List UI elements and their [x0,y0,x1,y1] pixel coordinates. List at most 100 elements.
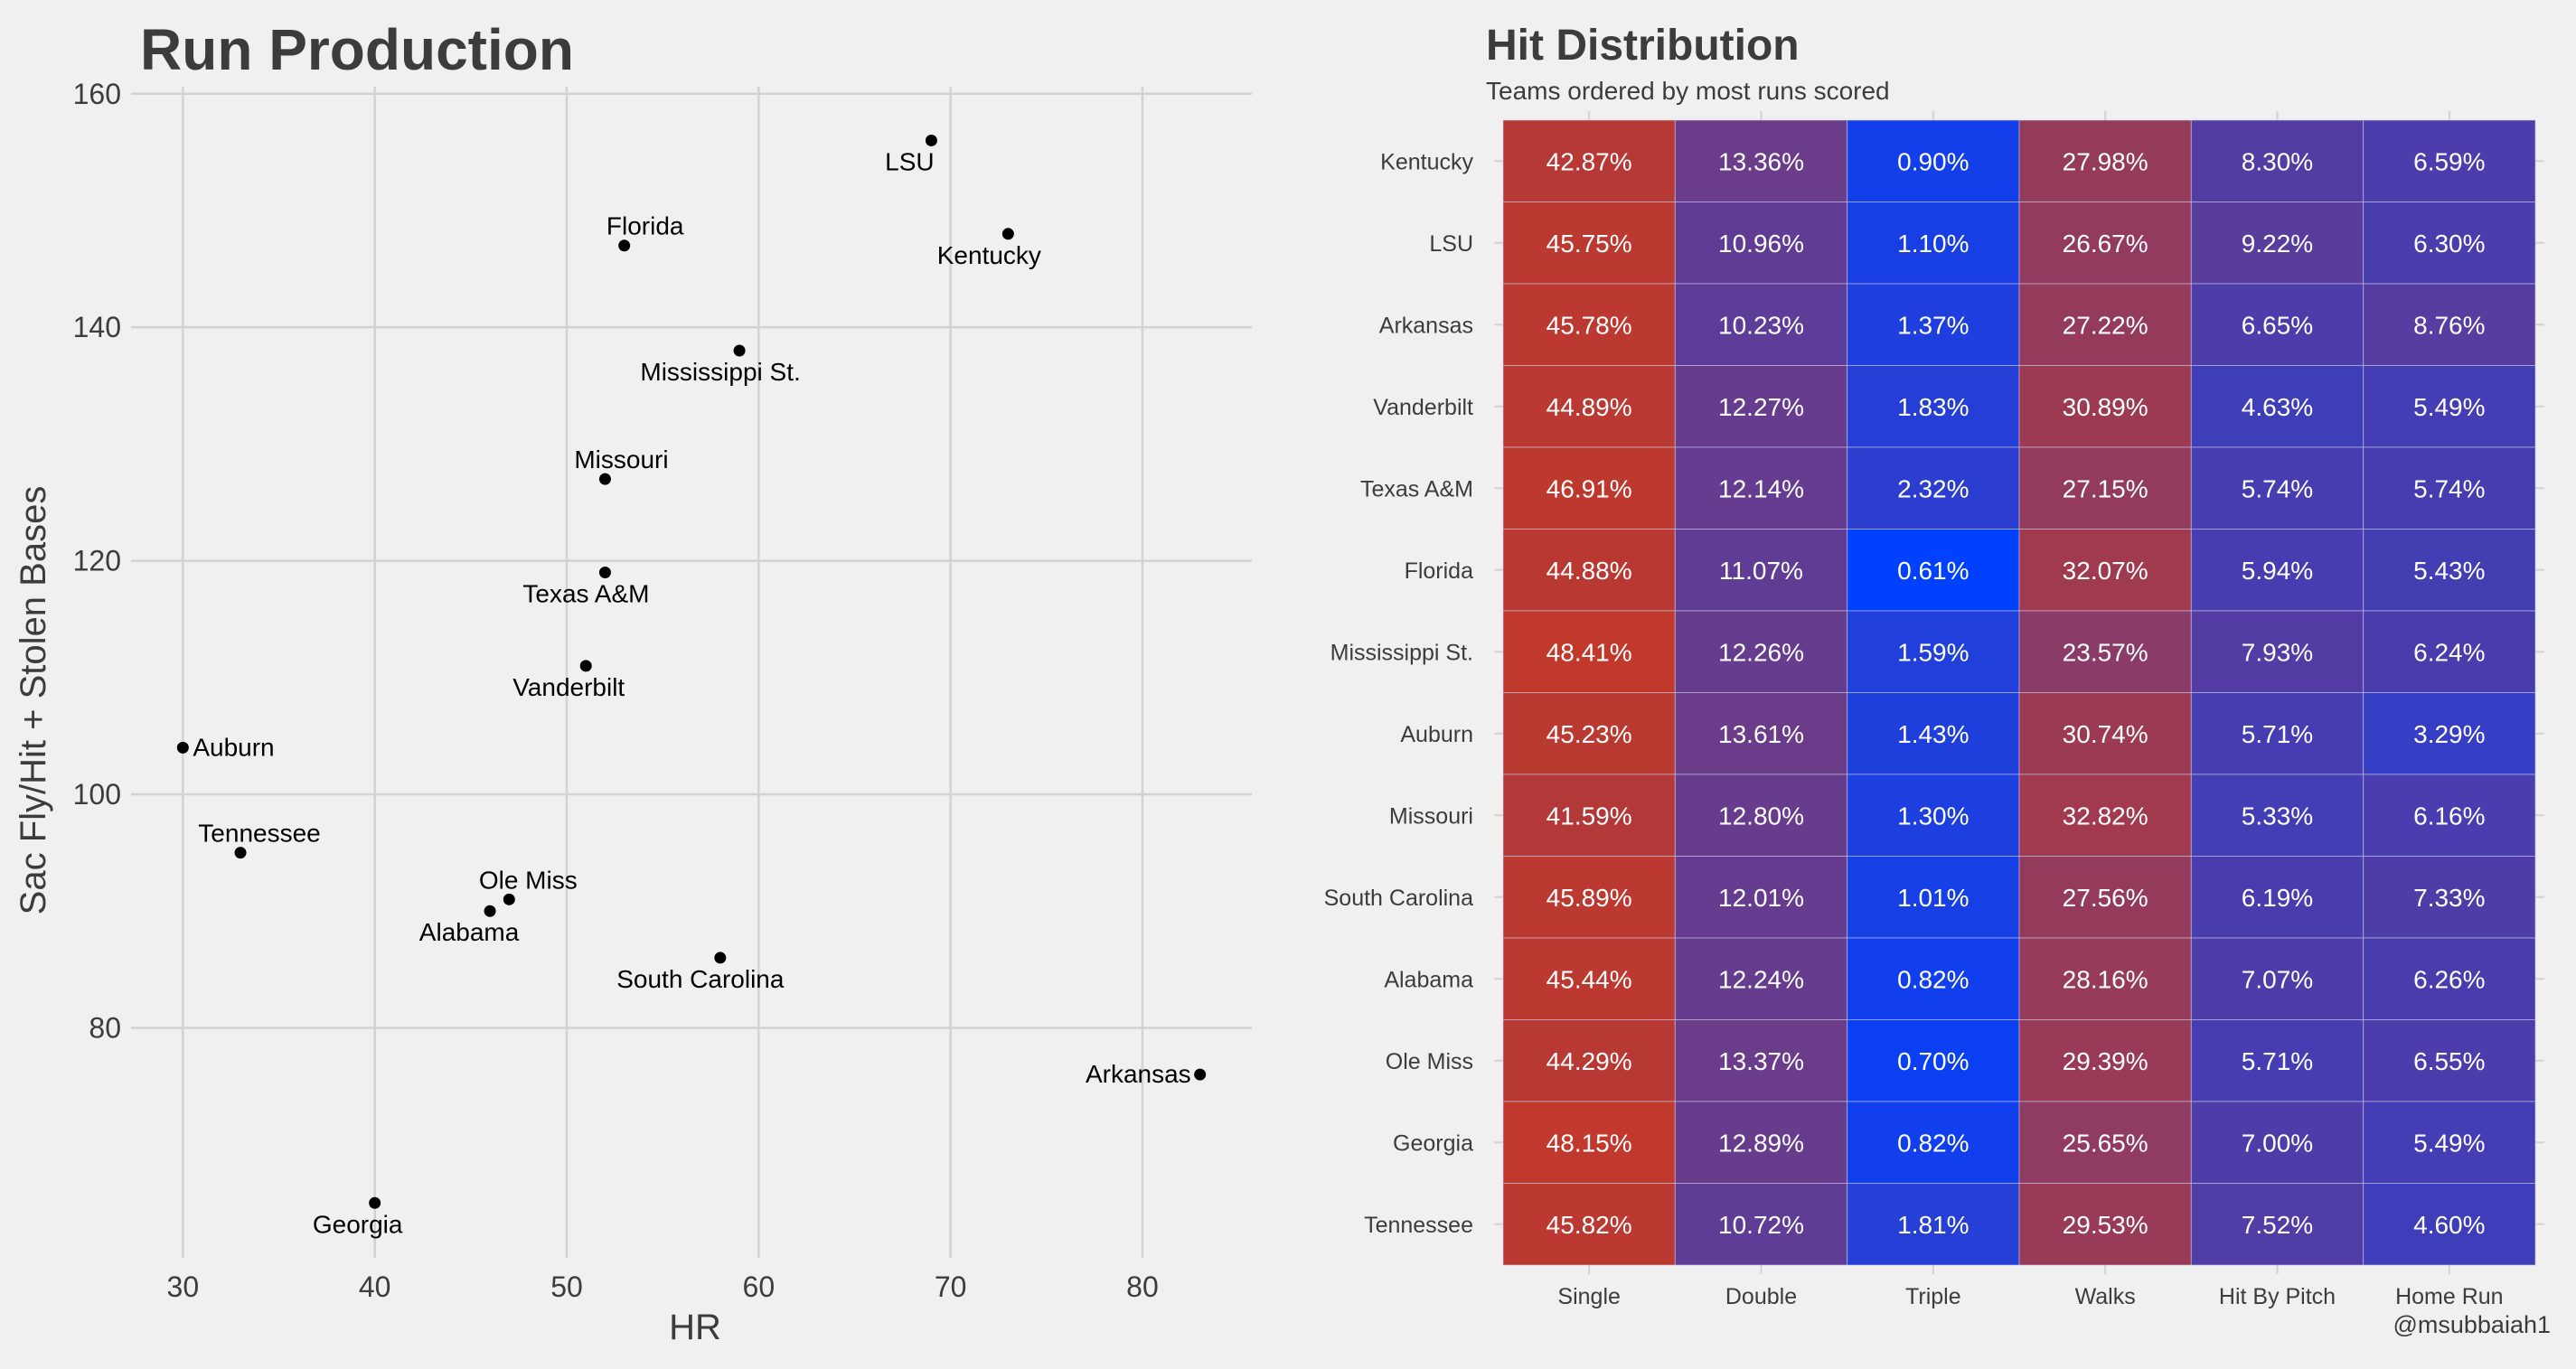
cell-value-label: 1.81% [1897,1211,1969,1239]
heatmap-cell [1674,1101,1848,1184]
cell-value-label: 45.75% [1547,230,1632,258]
row-label: Missouri [1389,803,1473,829]
scatter-point [733,344,746,357]
cell-value-label: 45.78% [1547,311,1632,339]
heatmap-cell [2363,1019,2536,1102]
row-label: Mississippi St. [1330,640,1473,665]
heatmap-cell [1674,610,1848,693]
heatmap-cell [2018,1019,2192,1102]
heatmap-cell [2018,529,2192,612]
cell-value-label: 12.80% [1718,802,1804,830]
scatter-title: Run Production [140,17,574,82]
cell-value-label: 1.43% [1897,720,1969,748]
heatmap-cell [2018,610,2192,693]
cell-value-label: 30.74% [2063,720,2148,748]
cell-value-label: 10.96% [1718,230,1804,258]
cell-value-label: 12.24% [1718,965,1804,993]
cell-value-label: 0.82% [1897,965,1969,993]
heatmap-cell [1674,446,1848,530]
cell-value-label: 12.27% [1718,393,1804,421]
heatmap-cell [1847,610,2020,693]
heatmap-cell [2190,202,2364,285]
row-label: Vanderbilt [1373,395,1473,420]
heatmap-cell [1674,692,1848,775]
heatmap-cell [2190,283,2364,366]
heatmap-cell [2363,446,2536,530]
heatmap-cell [2363,1183,2536,1266]
heatmap-ticks [1494,111,2544,1274]
point-label: Kentucky [937,241,1041,269]
column-label: Walks [2075,1284,2136,1309]
cell-value-label: 10.23% [1718,311,1804,339]
heatmap-cell [1502,365,1676,448]
scatter-point [1001,228,1014,240]
heatmap-cell [1847,365,2020,448]
scatter-point [176,741,189,754]
heatmap-cell [2018,1101,2192,1184]
point-label: Auburn [193,733,274,761]
cell-value-label: 13.36% [1718,147,1804,175]
cell-value-label: 44.89% [1547,393,1632,421]
heatmap-cell [2363,856,2536,939]
cell-value-label: 23.57% [2063,638,2148,666]
cell-value-label: 11.07% [1719,557,1803,585]
heatmap-cell [1674,1019,1848,1102]
scatter-point [618,239,631,252]
cell-value-label: 46.91% [1547,474,1632,502]
heatmap-cell [2190,692,2364,775]
point-label: Georgia [313,1210,403,1238]
cell-value-label: 12.01% [1718,884,1804,912]
column-label: Home Run [2395,1284,2504,1309]
heatmap-cell [2018,1183,2192,1266]
cell-value-label: 5.49% [2413,393,2485,421]
cell-value-label: 5.43% [2413,557,2485,585]
scatter-point [598,473,611,485]
heatmap-cell [1502,692,1676,775]
scatter-point [925,134,937,146]
heatmap-cell [2018,283,2192,366]
heatmap-cells: 42.87% 13.36% 0.90% 27.98% 8.30% 6.59% 45.75% 1… [1502,119,2536,1266]
cell-value-label: 42.87% [1547,147,1632,175]
point-label: Ole Miss [479,866,578,894]
cell-value-label: 1.01% [1897,884,1969,912]
credit-text: @msubbaiah1 [2393,1311,2551,1338]
cell-value-label: 6.65% [2242,311,2313,339]
x-tick-label: 80 [1126,1271,1159,1303]
cell-value-label: 27.22% [2063,311,2148,339]
heatmap-cell [1674,529,1848,612]
heatmap-cell [1674,937,1848,1020]
heatmap-cell [1674,283,1848,366]
cell-value-label: 29.39% [2063,1047,2148,1075]
cell-value-label: 27.15% [2063,474,2148,502]
scatter-point [234,847,247,859]
heatmap-cell [1674,1183,1848,1266]
cell-value-label: 44.29% [1547,1047,1632,1075]
cell-value-label: 1.37% [1897,311,1969,339]
cell-value-label: 6.55% [2413,1047,2485,1075]
cell-value-label: 6.24% [2413,638,2485,666]
heatmap-cell [2018,937,2192,1020]
cell-value-label: 13.37% [1718,1047,1804,1075]
cell-value-label: 32.82% [2063,802,2148,830]
heatmap-cell [1502,937,1676,1020]
scatter-panel: 30 40 50 60 70 80 80 100 120 140 160 LSU Kentucky Fl… [14,17,1252,1347]
point-label: Missouri [574,445,668,474]
heatmap-cell [1847,692,2020,775]
cell-value-label: 7.93% [2242,638,2313,666]
point-label: Vanderbilt [512,673,625,701]
cell-value-label: 7.00% [2242,1129,2313,1157]
cell-value-label: 41.59% [1547,802,1632,830]
cell-value-label: 8.30% [2242,147,2313,175]
scatter-point [714,952,727,964]
scatter-point [503,893,515,905]
cell-value-label: 5.94% [2242,557,2313,585]
y-tick-label: 80 [89,1011,121,1044]
column-label: Triple [1905,1284,1961,1309]
cell-value-label: 0.61% [1897,557,1969,585]
cell-value-label: 5.71% [2242,1047,2313,1075]
heatmap-column-labels: Single Double Triple Walks Hit By Pitch Home … [1557,1284,2503,1309]
x-tick-label: 30 [167,1271,200,1303]
cell-value-label: 12.26% [1718,638,1804,666]
heatmap-cell [2363,119,2536,202]
